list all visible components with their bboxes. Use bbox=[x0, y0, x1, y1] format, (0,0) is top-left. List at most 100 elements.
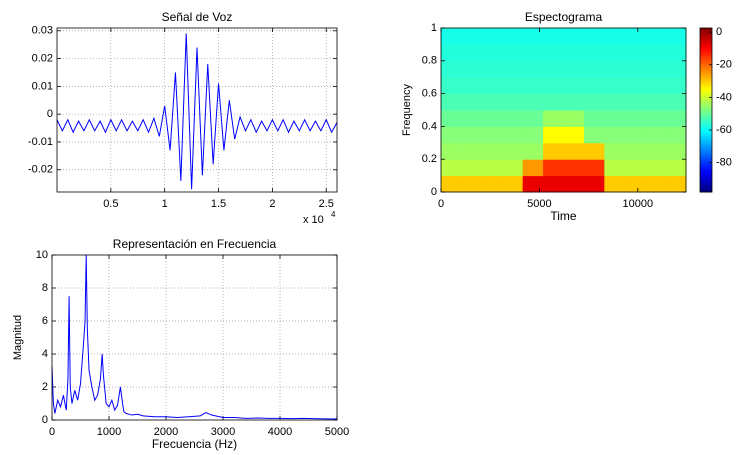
colorbar-segment bbox=[700, 102, 712, 106]
x-tick-label: 0 bbox=[49, 426, 55, 438]
spectrogram-cell bbox=[522, 175, 544, 193]
x-tick-label: 4000 bbox=[268, 426, 292, 438]
spectrogram-cell bbox=[461, 126, 483, 144]
colorbar-segment bbox=[700, 86, 712, 90]
spectrogram-cell bbox=[563, 142, 585, 160]
spectrogram-cell bbox=[481, 93, 503, 111]
spectrogram-cell bbox=[645, 175, 667, 193]
colorbar-segment bbox=[700, 104, 712, 108]
spectrogram-cell bbox=[563, 93, 585, 111]
colorbar-segment bbox=[700, 133, 712, 137]
y-axis-label: Magnitud bbox=[12, 315, 24, 360]
colorbar-segment bbox=[700, 38, 712, 42]
colorbar-segment bbox=[700, 89, 712, 93]
colorbar-segment bbox=[700, 115, 712, 119]
colorbar-tick-label: -40 bbox=[716, 91, 732, 103]
colorbar-segment bbox=[700, 138, 712, 142]
colorbar-segment bbox=[700, 51, 712, 55]
colorbar-segment bbox=[700, 28, 712, 32]
spectrogram-cell bbox=[645, 126, 667, 144]
colorbar-segment bbox=[700, 127, 712, 131]
colorbar-segment bbox=[700, 151, 712, 155]
spectrogram-cell bbox=[441, 93, 462, 111]
spectrogram-cell bbox=[502, 44, 524, 62]
colorbar-segment bbox=[700, 58, 712, 62]
colorbar-segment bbox=[700, 153, 712, 157]
spectrogram-cell bbox=[563, 110, 585, 127]
spectrogram-cell bbox=[502, 175, 524, 193]
colorbar-segment bbox=[700, 158, 712, 162]
spectrogram-cell bbox=[583, 110, 605, 127]
spectrogram-cell bbox=[604, 175, 626, 193]
spectrogram-cell bbox=[645, 77, 667, 95]
spectrogram-cell bbox=[441, 142, 462, 160]
colorbar-segment bbox=[700, 143, 712, 147]
spectrogram-cell bbox=[624, 93, 646, 111]
x-axis-label: Time bbox=[550, 209, 577, 223]
axes-frame bbox=[56, 27, 338, 193]
spectrogram-cell bbox=[604, 93, 626, 111]
y-tick-label: 0.6 bbox=[422, 88, 437, 100]
colorbar-segment bbox=[700, 69, 712, 73]
colorbar-segment bbox=[700, 48, 712, 52]
colorbar-segment bbox=[700, 181, 712, 185]
spectrogram-cell bbox=[645, 159, 667, 177]
y-tick-label: 0.01 bbox=[32, 80, 53, 92]
colorbar-segment bbox=[700, 112, 712, 116]
spectrogram-cell bbox=[441, 159, 462, 177]
spectrogram-cell bbox=[461, 110, 483, 127]
plot-area bbox=[52, 255, 337, 420]
y-tick-label: -0.02 bbox=[28, 164, 53, 176]
colorbar-segment bbox=[700, 125, 712, 129]
colorbar-segment bbox=[700, 63, 712, 67]
x-tick-label: 2 bbox=[269, 198, 275, 210]
colorbar-segment bbox=[700, 79, 712, 83]
spectrogram-cell bbox=[543, 126, 564, 144]
spectrogram-cell bbox=[461, 159, 483, 177]
spectrogram-cell bbox=[604, 126, 626, 144]
colorbar-segment bbox=[700, 117, 712, 121]
spectrogram-cell bbox=[604, 142, 626, 160]
colorbar-segment bbox=[700, 174, 712, 178]
colorbar-segment bbox=[700, 74, 712, 78]
spectrogram-cell bbox=[543, 142, 564, 160]
spectrogram-cell bbox=[441, 28, 462, 45]
colorbar-segment bbox=[700, 168, 712, 172]
spectrogram-cell bbox=[563, 175, 585, 193]
colorbar-segment bbox=[700, 99, 712, 103]
spectrogram-cell bbox=[461, 44, 483, 62]
x-tick-label: 10000 bbox=[622, 198, 653, 210]
colorbar-segment bbox=[700, 122, 712, 126]
y-tick-label: 0.2 bbox=[422, 153, 437, 165]
spectrogram-cell bbox=[441, 44, 462, 62]
spectrogram-cell bbox=[665, 175, 687, 193]
colorbar-segment bbox=[700, 140, 712, 144]
x-tick-label: 5000 bbox=[527, 198, 551, 210]
spectrogram-cell bbox=[522, 28, 544, 45]
spectrogram-cell bbox=[624, 175, 646, 193]
x-tick-label: 1.5 bbox=[211, 198, 226, 210]
spectrogram-cell bbox=[441, 77, 462, 95]
colorbar-segment bbox=[700, 84, 712, 88]
colorbar-segment bbox=[700, 186, 712, 190]
spectrogram-cell bbox=[461, 175, 483, 193]
spectrogram-cell bbox=[543, 175, 564, 193]
spectrogram-cell bbox=[624, 60, 646, 78]
spectrogram-cell bbox=[502, 110, 524, 127]
x-tick-label: 2.5 bbox=[319, 198, 334, 210]
colorbar-segment bbox=[700, 76, 712, 80]
y-tick-label: 0 bbox=[47, 108, 53, 120]
x-scale-exponent: 4 bbox=[331, 210, 336, 219]
spectrogram-cell bbox=[665, 93, 687, 111]
colorbar-segment bbox=[700, 30, 712, 34]
colorbar-segment bbox=[700, 35, 712, 39]
x-tick-label: 5000 bbox=[325, 426, 349, 438]
x-tick-label: 1000 bbox=[97, 426, 121, 438]
spectrogram-cell bbox=[522, 44, 544, 62]
spectrogram-cell bbox=[441, 60, 462, 78]
colorbar-tick-label: -60 bbox=[716, 124, 732, 136]
spectrogram-cell bbox=[543, 60, 564, 78]
spectrogram-cell bbox=[502, 159, 524, 177]
spectrogram-cell bbox=[522, 126, 544, 144]
